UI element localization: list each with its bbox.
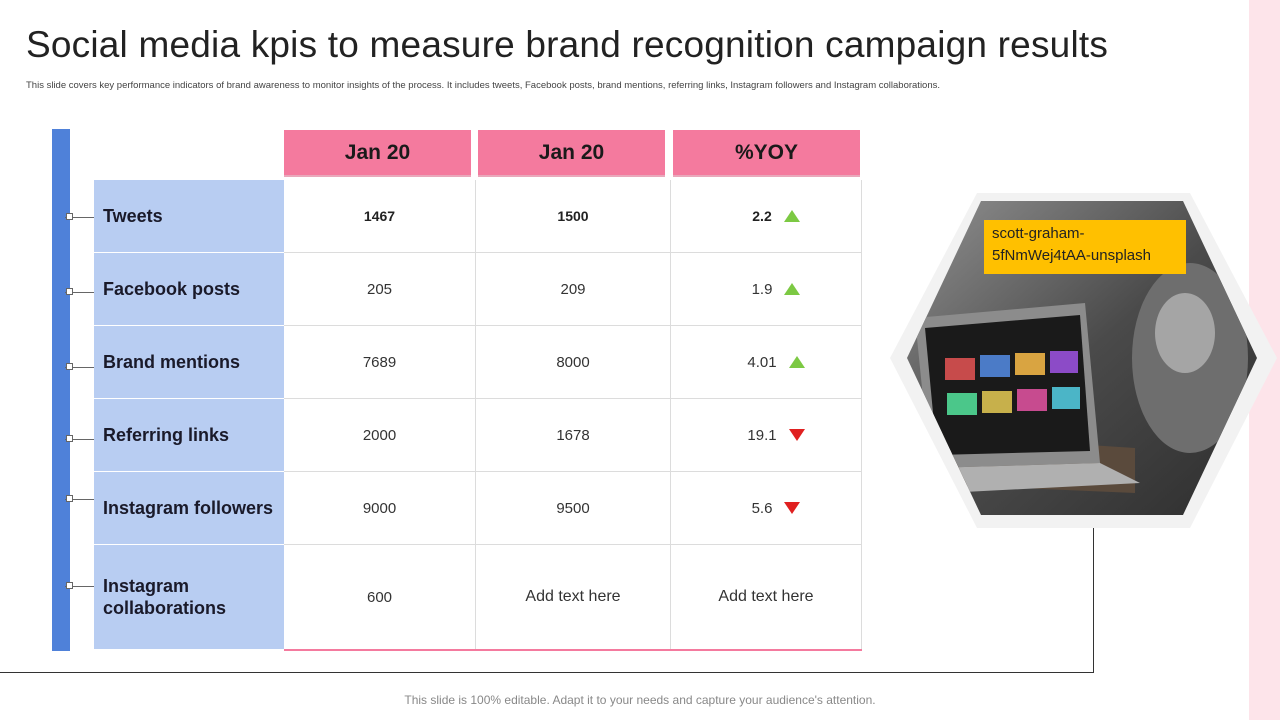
- column-header-1: Jan 20: [284, 130, 471, 177]
- table-cell: 1467: [284, 180, 476, 253]
- column-header-2: Jan 20: [478, 130, 665, 177]
- row-label-tweets: Tweets: [94, 180, 284, 253]
- table-cell: 2000: [284, 399, 476, 472]
- row-marker: [66, 288, 73, 295]
- row-connector: [65, 292, 95, 293]
- yoy-value: 5.6: [751, 499, 773, 517]
- table-cell: 1678: [476, 399, 671, 472]
- table-cell-yoy: 5.6: [671, 472, 862, 545]
- table-bottom-rule: [284, 649, 862, 651]
- row-marker: [66, 363, 73, 370]
- trend-down-icon: [784, 502, 801, 514]
- table-cell: 1500: [476, 180, 671, 253]
- column-header-yoy: %YOY: [673, 130, 860, 177]
- table-cell-yoy: 2.2: [671, 180, 862, 253]
- row-label-referring-links: Referring links: [94, 399, 284, 472]
- table-cell: 209: [476, 253, 671, 326]
- row-marker: [66, 435, 73, 442]
- photo-caption: scott-graham-5fNmWej4tAA-unsplash: [984, 220, 1186, 274]
- row-marker: [66, 213, 73, 220]
- row-label-facebook-posts: Facebook posts: [94, 253, 284, 326]
- table-cell: 8000: [476, 326, 671, 399]
- table-cell: 205: [284, 253, 476, 326]
- table-cell: Add text here: [476, 545, 671, 650]
- frame-line-vertical: [1093, 520, 1094, 673]
- timeline-bar: [52, 129, 70, 651]
- slide-title: Social media kpis to measure brand recog…: [26, 24, 1109, 65]
- row-connector: [65, 586, 95, 587]
- row-connector: [65, 217, 95, 218]
- yoy-value: 2.2: [752, 208, 772, 224]
- trend-up-icon: [788, 356, 805, 368]
- table-cell-yoy: 4.01: [671, 326, 862, 399]
- table-cell: 7689: [284, 326, 476, 399]
- row-connector: [65, 439, 95, 440]
- table-cell: 9500: [476, 472, 671, 545]
- row-label-brand-mentions: Brand mentions: [94, 326, 284, 399]
- table-cell: 600: [284, 545, 476, 650]
- row-label-instagram-collaborations: Instagram collaborations: [94, 545, 284, 650]
- row-label-instagram-followers: Instagram followers: [94, 472, 284, 545]
- row-marker: [66, 495, 73, 502]
- hexagon-photo: [885, 183, 1280, 533]
- table-cell-yoy: Add text here: [671, 545, 862, 650]
- yoy-value: 4.01: [747, 353, 777, 371]
- footer-note: This slide is 100% editable. Adapt it to…: [404, 693, 876, 707]
- table-cell-yoy: 1.9: [671, 253, 862, 326]
- trend-down-icon: [788, 429, 805, 441]
- table-cell: 9000: [284, 472, 476, 545]
- frame-line-horizontal: [0, 672, 1094, 673]
- row-connector: [65, 367, 95, 368]
- table-cell-yoy: 19.1: [671, 399, 862, 472]
- yoy-value: 19.1: [747, 426, 777, 444]
- slide-subtitle: This slide covers key performance indica…: [26, 80, 941, 91]
- row-connector: [65, 499, 95, 500]
- yoy-value: 1.9: [751, 280, 773, 298]
- row-marker: [66, 582, 73, 589]
- trend-up-icon: [783, 210, 800, 222]
- trend-up-icon: [784, 283, 801, 295]
